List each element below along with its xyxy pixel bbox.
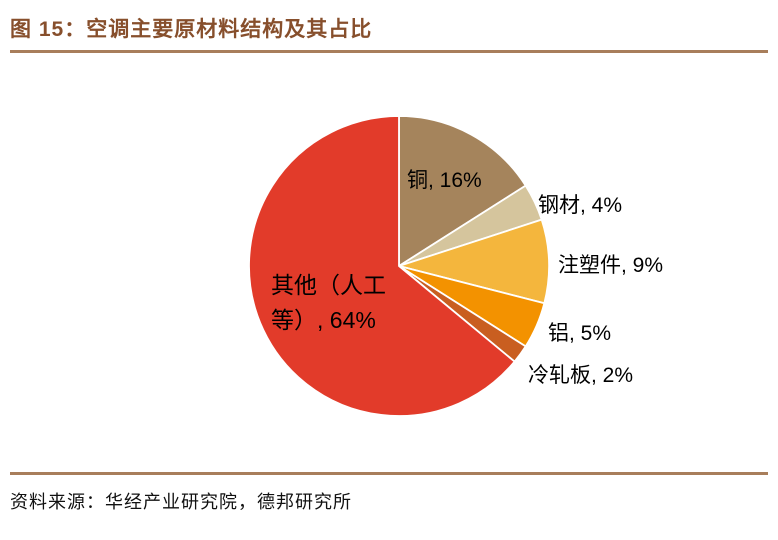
pie-chart (248, 115, 550, 417)
pie-label-steel: 钢材, 4% (538, 194, 623, 217)
pie-slice-2 (398, 218, 550, 305)
source-note: 资料来源：华经产业研究院，德邦研究所 (10, 492, 352, 512)
figure-title: 图 15：空调主要原材料结构及其占比 (10, 18, 373, 41)
pie-slice-5 (248, 115, 516, 417)
pie-label-other: 其他（人工 等）, 64% (271, 268, 386, 338)
pie-label-other-line2: 等）, 64% (271, 307, 376, 333)
pie-label-injection-molding: 注塑件, 9% (558, 254, 664, 277)
pie-label-aluminum: 铝, 5% (548, 322, 612, 345)
pie-label-cold-rolled-sheet: 冷轧板, 2% (528, 364, 634, 387)
pie-slice-0 (398, 115, 527, 267)
pie-label-other-line1: 其他（人工 (271, 272, 386, 298)
pie-label-copper: 铜, 16% (407, 169, 482, 192)
header-divider (10, 50, 768, 53)
footer-divider (10, 472, 768, 475)
